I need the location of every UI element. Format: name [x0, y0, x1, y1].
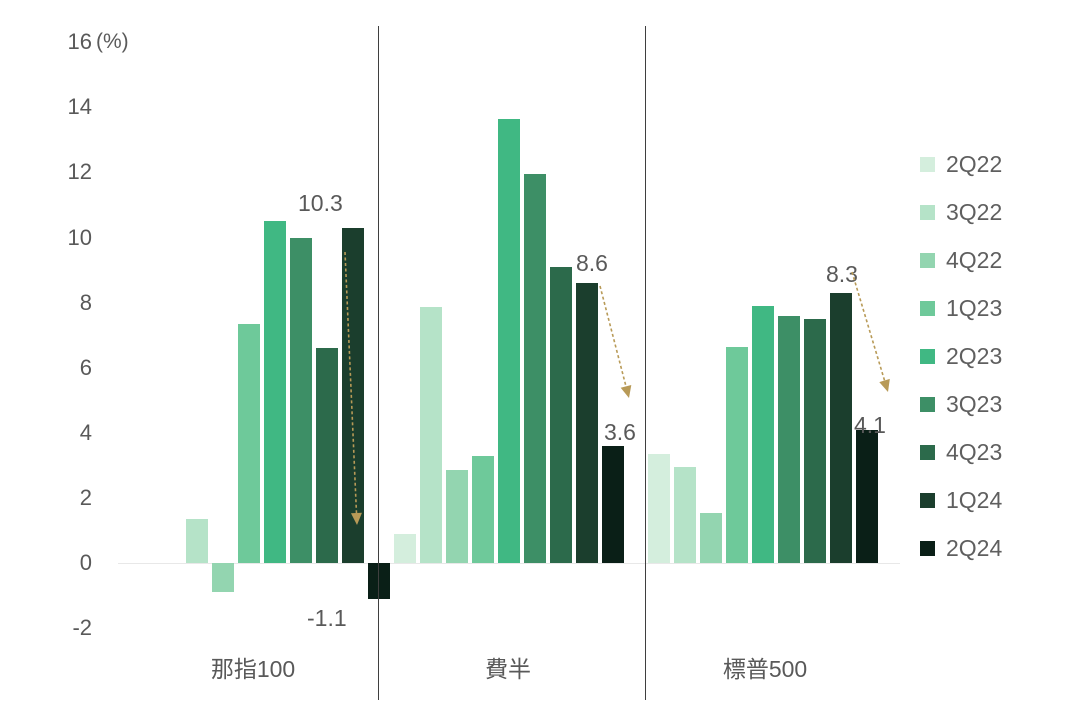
category-label-1: 那指100 — [210, 656, 296, 682]
bar-標普500-2Q22 — [648, 453, 670, 563]
trend-arrow-sox — [599, 285, 632, 398]
bar-那指100-3Q22 — [186, 519, 208, 563]
legend-item-2Q23[interactable]: 2Q23 — [920, 332, 1002, 380]
y-axis-tick-neg2: -2 — [72, 615, 92, 641]
category-label-2: 費半 — [485, 656, 531, 682]
legend-label: 4Q22 — [946, 246, 1003, 273]
bar-那指100-1Q23 — [238, 323, 260, 563]
label-sox-2q24: 3.6 — [604, 419, 636, 445]
y-axis-tick-6: 6 — [79, 354, 92, 380]
arrowhead-icon — [620, 385, 632, 398]
label-sp500-1q24: 8.3 — [826, 261, 858, 287]
bar-費半-3Q22 — [420, 307, 442, 563]
bar-費半-1Q23 — [472, 455, 494, 563]
y-axis-tick-10: 10 — [67, 224, 92, 250]
bar-那指100-2Q23 — [264, 221, 286, 563]
y-axis-tick-8: 8 — [79, 289, 92, 315]
legend-item-4Q23[interactable]: 4Q23 — [920, 428, 1002, 476]
legend-swatch-icon — [920, 444, 935, 460]
bar-費半-2Q22 — [394, 533, 416, 563]
arrowhead-icon — [879, 378, 890, 392]
legend-item-3Q23[interactable]: 3Q23 — [920, 380, 1002, 428]
y-axis-tick-16: 16 — [67, 29, 92, 55]
legend-label: 2Q22 — [946, 150, 1003, 177]
group-divider-2 — [645, 26, 646, 700]
legend-label: 2Q24 — [946, 534, 1003, 561]
legend-label: 1Q23 — [946, 294, 1003, 321]
bar-費半-2Q24 — [602, 445, 624, 563]
bar-那指100-2Q24 — [368, 563, 390, 599]
label-nasdaq100-2q24: -1.1 — [307, 605, 347, 631]
bar-標普500-1Q24 — [830, 292, 852, 563]
legend: 2Q22 3Q22 4Q22 1Q23 2Q23 3Q23 4Q23 1Q24 2Q24 — [920, 140, 1002, 572]
bar-那指100-4Q22 — [212, 563, 234, 593]
legend-swatch-icon — [920, 156, 935, 172]
legend-item-1Q23[interactable]: 1Q23 — [920, 284, 1002, 332]
legend-swatch-icon — [920, 348, 935, 364]
legend-label: 3Q23 — [946, 390, 1003, 417]
label-nasdaq100-1q24: 10.3 — [298, 190, 343, 216]
y-axis-tick-14: 14 — [67, 94, 92, 120]
legend-swatch-icon — [920, 252, 935, 268]
legend-swatch-icon — [920, 396, 935, 412]
label-sp500-2q24: 4.1 — [854, 412, 886, 438]
bar-費半-4Q23 — [550, 266, 572, 563]
bar-費半-2Q23 — [498, 118, 520, 563]
group-divider-1 — [378, 26, 379, 700]
legend-item-2Q22[interactable]: 2Q22 — [920, 140, 1002, 188]
bar-標普500-2Q24 — [856, 429, 878, 563]
label-sox-1q24: 8.6 — [576, 250, 608, 276]
legend-swatch-icon — [920, 204, 935, 220]
category-label-3: 標普500 — [722, 656, 808, 682]
legend-swatch-icon — [920, 300, 935, 316]
trend-arrow-sp500 — [851, 271, 890, 392]
bar-標普500-4Q23 — [804, 318, 826, 563]
legend-swatch-icon — [920, 540, 935, 556]
legend-item-3Q22[interactable]: 3Q22 — [920, 188, 1002, 236]
legend-label: 3Q22 — [946, 198, 1003, 225]
bar-那指100-1Q24 — [342, 227, 364, 563]
bar-標普500-1Q23 — [726, 346, 748, 563]
y-axis-tick-0: 0 — [79, 550, 92, 575]
bar-費半-3Q23 — [524, 174, 546, 563]
legend-item-1Q24[interactable]: 1Q24 — [920, 476, 1002, 524]
legend-swatch-icon — [920, 492, 935, 508]
legend-label: 4Q23 — [946, 438, 1003, 465]
y-axis-tick-2: 2 — [79, 484, 92, 510]
bar-標普500-4Q22 — [700, 512, 722, 563]
bar-那指100-3Q23 — [290, 237, 312, 563]
y-axis-tick-12: 12 — [67, 159, 92, 185]
bar-標普500-2Q23 — [752, 305, 774, 563]
zero-line — [118, 563, 900, 564]
y-axis-tick-4: 4 — [79, 419, 92, 445]
bar-費半-4Q22 — [446, 470, 468, 563]
legend-label: 2Q23 — [946, 342, 1003, 369]
legend-item-4Q22[interactable]: 4Q22 — [920, 236, 1002, 284]
legend-label: 1Q24 — [946, 486, 1003, 513]
bar-費半-1Q24 — [576, 283, 598, 563]
legend-item-2Q24[interactable]: 2Q24 — [920, 524, 1002, 572]
bar-標普500-3Q23 — [778, 315, 800, 563]
y-axis-unit-text: (%) — [96, 30, 129, 53]
bar-那指100-4Q23 — [316, 348, 338, 563]
y-axis-unit-label: (%) — [96, 31, 129, 52]
bar-標普500-3Q22 — [674, 466, 696, 563]
